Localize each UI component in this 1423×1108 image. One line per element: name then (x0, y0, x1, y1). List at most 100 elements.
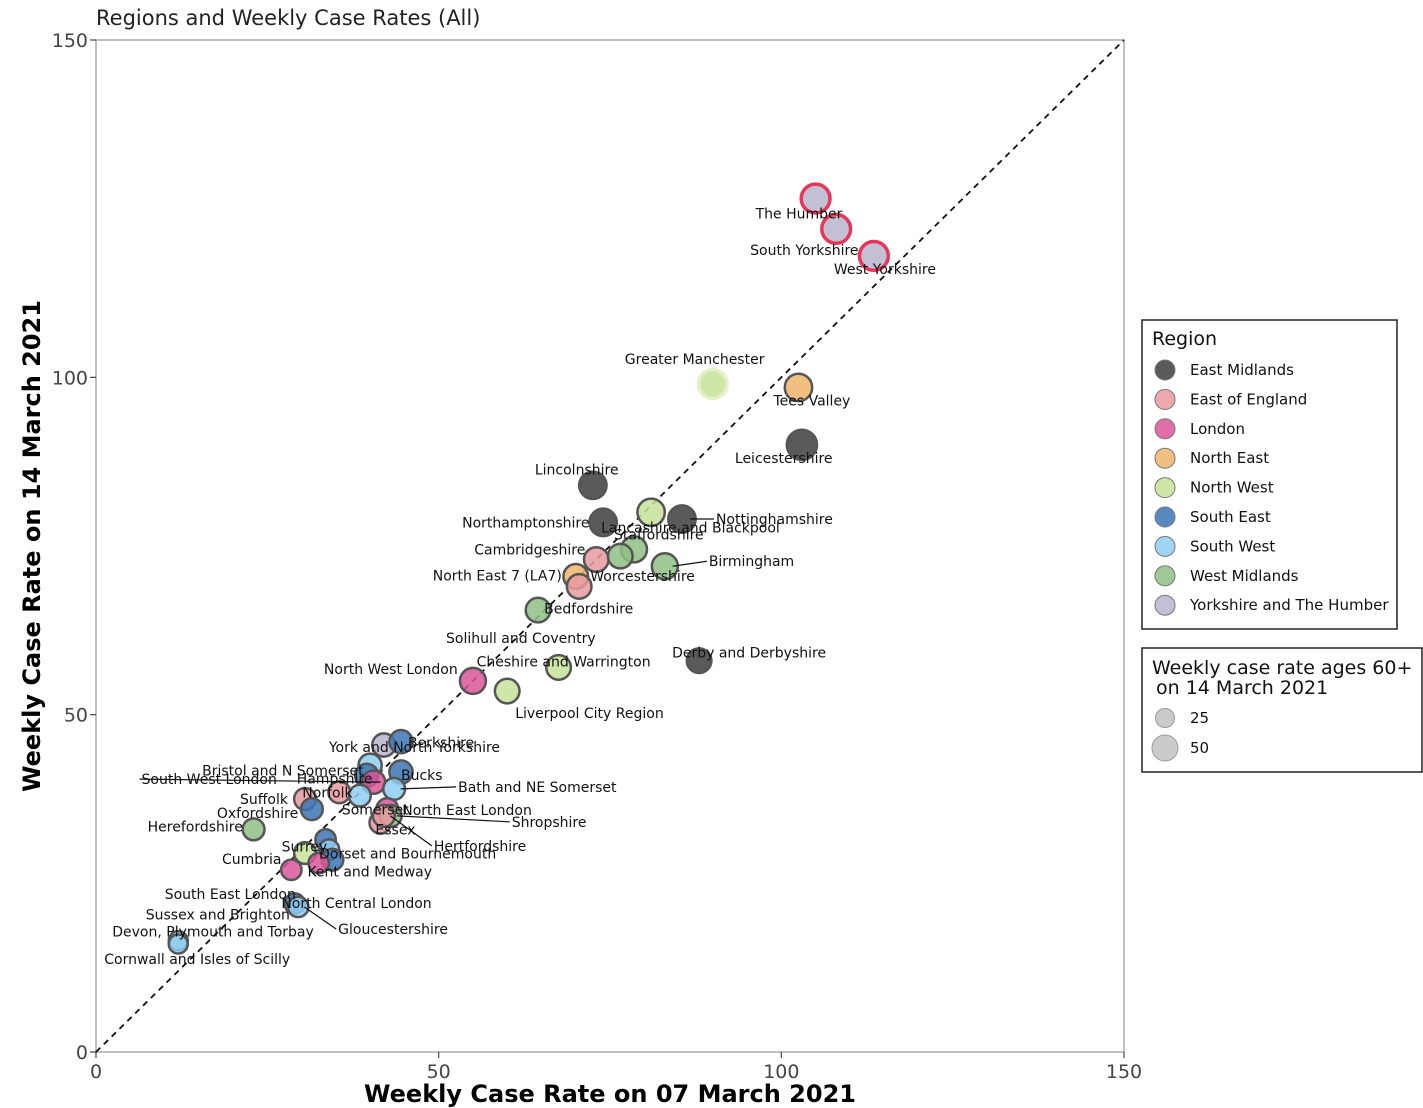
point-label: Cornwall and Isles of Scilly (104, 952, 290, 968)
point-label: West Yorkshire (834, 262, 936, 278)
data-point (279, 858, 303, 882)
point-label: Worcestershire (590, 569, 695, 585)
point-label: Nottinghamshire (716, 512, 833, 528)
label-leader-line (139, 778, 381, 783)
x-tick-label: 50 (427, 1061, 451, 1083)
data-point (577, 470, 608, 501)
point-label: North East 7 (LA7) (433, 568, 562, 584)
size-legend: Weekly case rate ages 60+ on 14 March 20… (1141, 647, 1423, 773)
point-label: Surrey (282, 839, 328, 855)
point-label: Suffolk (240, 792, 289, 808)
legend-label: South East (1190, 508, 1271, 526)
legend-label: South West (1190, 537, 1275, 555)
legend-label: East of England (1190, 390, 1307, 408)
data-point (636, 497, 667, 528)
point-label: Cheshire and Warrington (477, 654, 651, 670)
data-points (167, 182, 891, 955)
point-label: Birmingham (709, 554, 794, 570)
point-label: Essex (375, 823, 415, 839)
point-label: Lincolnshire (535, 462, 619, 478)
y-tick-label: 50 (64, 705, 88, 727)
point-label: Cambridgeshire (474, 542, 585, 558)
legend-label: East Midlands (1190, 361, 1294, 379)
legend-label: Yorkshire and The Humber (1189, 596, 1389, 614)
point-label: Oxfordshire (217, 806, 298, 822)
legend-marker (1154, 388, 1176, 410)
point-label: Bucks (401, 768, 443, 784)
data-point (299, 796, 325, 822)
point-label: York and North Yorkshire (328, 740, 500, 756)
legend-marker (1154, 477, 1176, 499)
point-label: Leicestershire (735, 451, 833, 467)
data-point (347, 783, 373, 808)
legend-marker (1154, 447, 1176, 469)
data-point (371, 803, 396, 829)
legend-marker (1154, 359, 1176, 381)
legend-marker (1154, 535, 1176, 557)
legend-marker (1154, 565, 1176, 587)
point-label: North West London (324, 662, 458, 678)
point-label: Hampshire (297, 771, 373, 787)
region-legend-items: East Midlands East of England London North … (1154, 359, 1389, 616)
y-tick-label: 150 (52, 30, 88, 52)
point-label: North Central London (281, 896, 431, 912)
plot-frame (95, 39, 1125, 1053)
data-point (857, 239, 891, 273)
label-leader-line (390, 815, 433, 847)
legend-label: West Midlands (1190, 567, 1299, 585)
label-leader-line (397, 815, 510, 823)
point-labels: The Humber South Yorkshire West Yorkshire G… (104, 207, 936, 969)
x-tick-label: 0 (90, 1061, 102, 1083)
point-label: Kent and Medway (307, 865, 432, 881)
data-point (685, 647, 713, 675)
point-label: South Yorkshire (750, 243, 858, 259)
point-label: Norfolk (302, 785, 353, 801)
point-label: Northamptonshire (462, 515, 589, 531)
data-point (524, 596, 552, 624)
data-point (799, 182, 832, 215)
data-point (606, 542, 634, 570)
size-legend-label: 50 (1190, 739, 1209, 757)
point-label: Hertfordshire (434, 839, 526, 855)
point-label: Shropshire (512, 815, 587, 831)
axis-ticks: 0 50 100 150 0 50 100 150 (52, 30, 1142, 1083)
data-point (820, 212, 853, 246)
point-label: South East London (165, 887, 296, 903)
size-legend-items: 25 50 (1151, 708, 1209, 762)
point-label: Cumbria (222, 852, 281, 868)
data-point (493, 677, 521, 705)
data-point (783, 372, 814, 403)
point-label: Derby and Derbyshire (672, 646, 826, 662)
point-label: Lancashire and Blackpool (601, 520, 780, 536)
data-point (785, 428, 819, 462)
point-label: Dorset and Bournemouth (319, 847, 496, 863)
point-label: Sussex and Brighton (146, 908, 290, 924)
legend-marker (1154, 506, 1176, 528)
point-label: Devon, Plymouth and Torbay (112, 925, 314, 941)
region-legend-title: Region (1152, 328, 1217, 350)
region-legend: Region East Midlands East of England Londo… (1141, 319, 1398, 630)
point-label: Greater Manchester (625, 352, 765, 368)
y-tick-label: 100 (52, 367, 88, 389)
data-point (582, 545, 610, 574)
point-label: Staffordshire (614, 527, 704, 543)
x-tick-label: 150 (1106, 1061, 1142, 1083)
legend-marker (1154, 418, 1176, 440)
chart-title: Regions and Weekly Case Rates (All) (96, 6, 480, 30)
point-label: Berkshire (408, 736, 474, 752)
y-tick-label: 0 (76, 1042, 88, 1064)
data-point (650, 551, 680, 581)
data-point (388, 728, 414, 755)
legend-label: North East (1190, 449, 1269, 467)
region-legend-box (1141, 319, 1398, 630)
data-point (588, 507, 619, 538)
point-label: Tees Valley (772, 393, 850, 409)
size-legend-box (1141, 647, 1423, 773)
y-axis-title: Weekly Case Rate on 14 March 2021 (18, 300, 46, 792)
point-label: The Humber (755, 207, 843, 223)
label-leader-line (303, 906, 337, 930)
size-legend-title-line1: Weekly case rate ages 60+ (1152, 657, 1412, 679)
label-leader-line (672, 560, 707, 567)
size-legend-title-line2: on 14 March 2021 (1156, 677, 1328, 699)
